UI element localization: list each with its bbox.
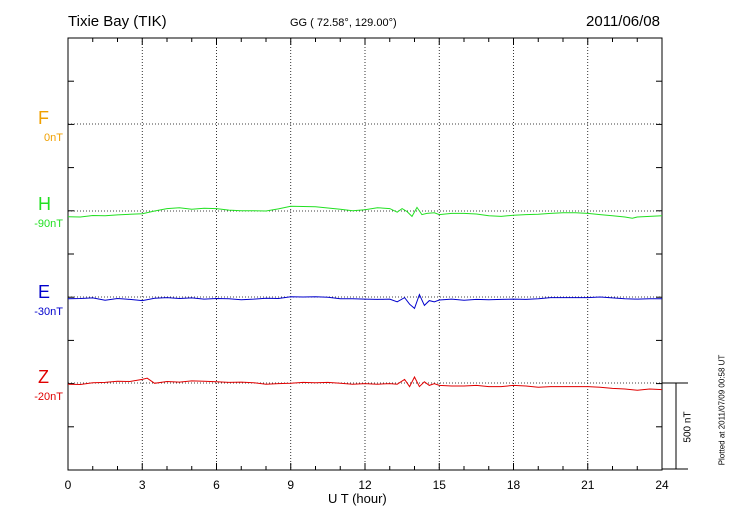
x-tick-label: 15: [433, 478, 447, 492]
x-axis-label: U T (hour): [328, 491, 387, 506]
y-tick-marks: [68, 80, 662, 428]
scale-bar-label: 500 nT: [682, 411, 694, 443]
x-tick-label: 6: [213, 478, 220, 492]
grid-lines: [68, 38, 662, 470]
x-tick-label: 18: [507, 478, 521, 492]
x-tick-label: 0: [65, 478, 72, 492]
station-coordinates: GG ( 72.58°, 129.00°): [290, 17, 397, 29]
x-tick-label: 24: [655, 478, 669, 492]
x-tick-label: 21: [581, 478, 595, 492]
series-e-line: [67, 293, 662, 310]
plot-date: 2011/06/08: [586, 13, 660, 30]
series-z-line: [67, 375, 663, 391]
baseline-label-e: -30nT: [34, 306, 63, 318]
baseline-label-f: 0nT: [44, 132, 63, 144]
series-lines: [67, 205, 663, 391]
x-tick-label: 12: [358, 478, 372, 492]
x-tick-label: 3: [139, 478, 146, 492]
scale-bar: [662, 382, 688, 470]
component-label-h: H: [38, 194, 51, 214]
component-label-z: Z: [38, 367, 49, 387]
component-label-e: E: [38, 282, 51, 302]
baseline-label-z: -20nT: [34, 391, 63, 403]
x-ticks: 0 3 6 9 12 15 18 21 24: [65, 38, 669, 492]
baseline-label-h: -90nT: [34, 218, 63, 230]
station-title: Tixie Bay (TIK): [68, 13, 167, 30]
series-h-line: [67, 205, 663, 219]
plotted-timestamp: Plotted at 2011/07/09 00:58 UT: [717, 354, 727, 466]
component-label-f: F: [38, 108, 49, 128]
x-tick-label: 9: [287, 478, 294, 492]
